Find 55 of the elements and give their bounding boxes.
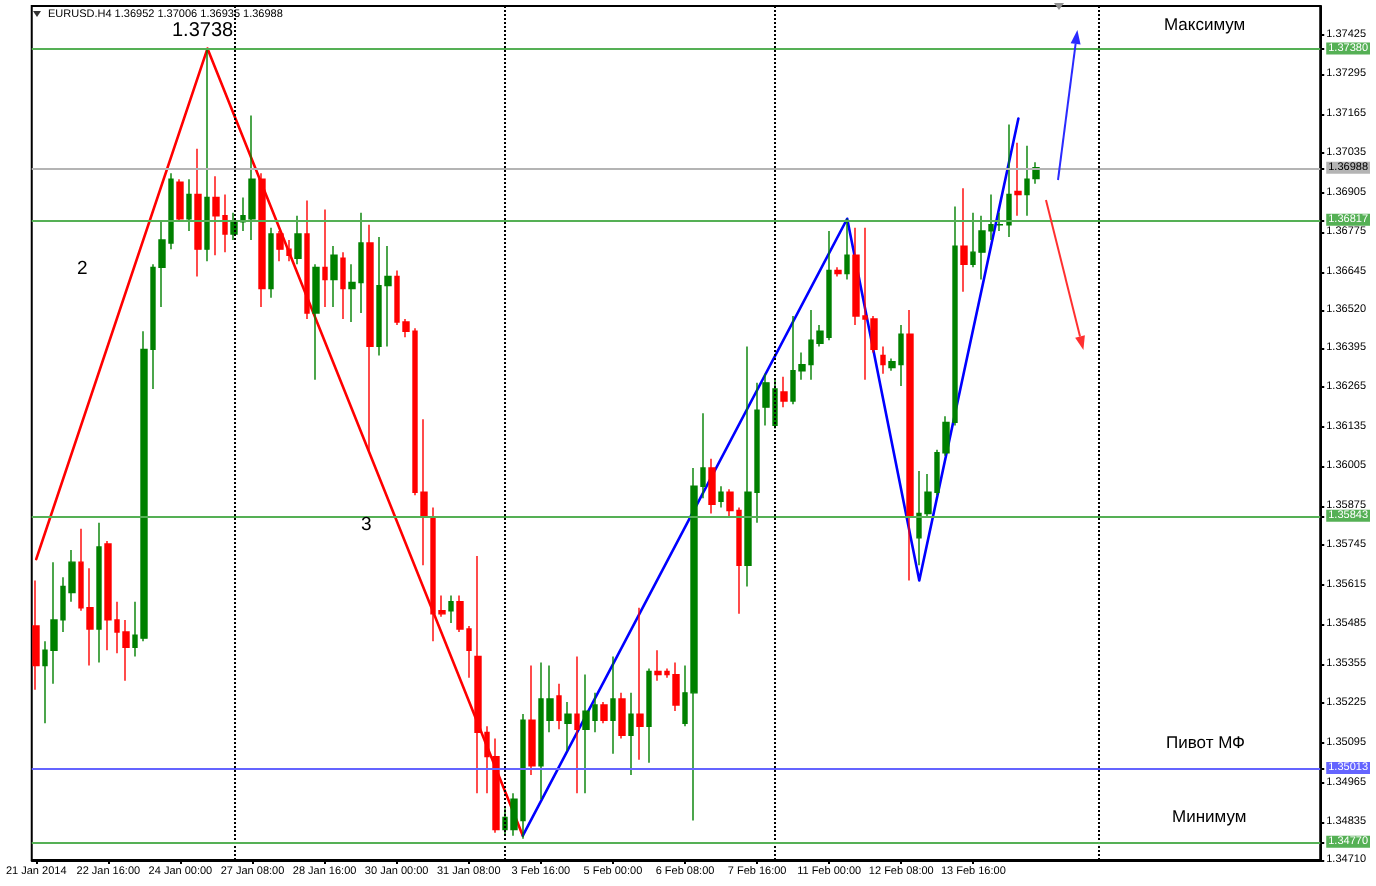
candlestick xyxy=(322,208,328,308)
candlestick xyxy=(564,701,572,752)
ref-line-label: Максимум xyxy=(1164,13,1246,34)
candlestick xyxy=(880,345,886,375)
candlestick xyxy=(258,172,266,308)
line-series xyxy=(521,117,1020,837)
candlestick xyxy=(844,218,850,281)
candlestick xyxy=(582,673,590,794)
candlestick xyxy=(708,458,716,515)
candlestick xyxy=(528,664,536,776)
candlestick xyxy=(312,263,320,381)
candlestick xyxy=(718,485,724,509)
candlestick xyxy=(294,215,302,266)
candlestick xyxy=(186,178,192,232)
candlestick xyxy=(330,245,338,308)
candlestick xyxy=(366,224,374,454)
candlestick xyxy=(230,211,238,241)
annotation: 2 xyxy=(77,258,88,280)
candlestick xyxy=(96,521,102,664)
candlestick xyxy=(744,345,752,588)
ref-line-label: Пивот МФ xyxy=(1166,732,1246,753)
candlestick xyxy=(1014,142,1022,217)
candlestick xyxy=(610,655,616,755)
candlestick xyxy=(834,266,842,278)
candlestick xyxy=(474,555,482,794)
candlestick xyxy=(628,692,634,776)
candlestick xyxy=(176,178,184,223)
annotation: 3 xyxy=(361,514,372,536)
candlestick xyxy=(672,661,680,712)
candlestick xyxy=(1024,145,1030,217)
candlestick xyxy=(276,230,284,262)
candlestick xyxy=(906,309,914,582)
candlestick xyxy=(636,607,644,761)
candlestick xyxy=(204,47,210,262)
candlestick xyxy=(600,701,608,724)
candlestick xyxy=(574,655,580,794)
candlestick xyxy=(448,594,454,624)
candlestick xyxy=(304,199,310,320)
candlestick xyxy=(618,692,626,740)
candlestick xyxy=(960,187,968,293)
candlestick xyxy=(646,667,652,764)
candlestick xyxy=(248,114,256,241)
candlestick xyxy=(212,175,220,256)
candlestick xyxy=(340,251,346,320)
candlestick xyxy=(556,683,562,731)
candlestick xyxy=(780,376,788,408)
ref-line-label: Минимум xyxy=(1172,806,1247,827)
candlestick xyxy=(654,649,662,682)
candlestick xyxy=(268,227,274,299)
annotation: 1.3738 xyxy=(172,20,234,43)
candlestick xyxy=(194,148,202,278)
candlestick xyxy=(762,373,770,427)
candlestick xyxy=(384,245,392,348)
candlestick xyxy=(104,540,112,651)
candlestick xyxy=(32,579,40,691)
